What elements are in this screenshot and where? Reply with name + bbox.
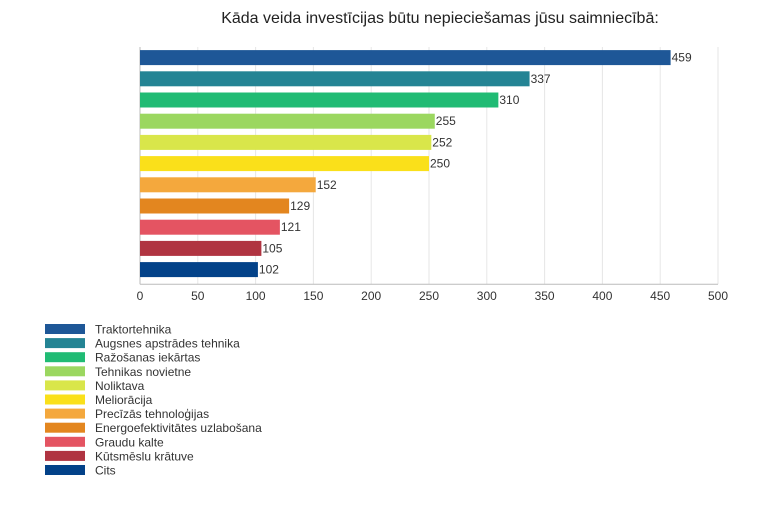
x-tick-label: 0: [137, 289, 144, 303]
value-label: 250: [430, 157, 450, 171]
value-label: 252: [432, 135, 452, 149]
value-label: 459: [672, 51, 692, 65]
bar-4: [140, 113, 435, 129]
bar-11: [140, 262, 258, 278]
bar-5: [140, 134, 432, 150]
legend-label: Tehnikas novietne: [95, 365, 191, 379]
bar-10: [140, 240, 262, 256]
legend-swatch: [45, 436, 85, 447]
value-label: 105: [262, 241, 282, 255]
x-tick-label: 500: [708, 289, 728, 303]
value-label: 152: [317, 178, 337, 192]
x-tick-label: 450: [650, 289, 670, 303]
legend-label: Noliktava: [95, 379, 145, 393]
value-labels: 459 337 310 255 252 250 152 129 121 105 102: [259, 51, 692, 277]
legend-swatch: [45, 422, 85, 433]
bar-1: [140, 50, 671, 66]
legend-swatch: [45, 380, 85, 391]
legend-swatch: [45, 324, 85, 334]
x-axis: 0 50 100 150 200 250 300 350 400 450 500: [137, 283, 728, 303]
value-label: 121: [281, 220, 301, 234]
legend-swatch: [45, 465, 85, 475]
value-label: 102: [259, 263, 279, 277]
bars: [140, 50, 671, 278]
bar-3: [140, 92, 499, 108]
legend-label: Precīzās tehnoloģijas: [95, 407, 209, 421]
x-tick-label: 150: [303, 289, 323, 303]
legend-label: Traktortehnika: [95, 323, 172, 337]
legend-label: Augsnes apstrādes tehnika: [95, 337, 240, 351]
x-tick-label: 200: [361, 289, 381, 303]
legend-swatch: [45, 338, 85, 349]
value-label: 337: [531, 72, 551, 86]
value-label: 255: [436, 114, 456, 128]
legend-swatch: [45, 352, 85, 363]
x-tick-label: 350: [535, 289, 555, 303]
bar-8: [140, 198, 290, 214]
legend-label: Ražošanas iekārtas: [95, 351, 200, 365]
chart-title: Kāda veida investīcijas būtu nepieciešam…: [221, 10, 659, 27]
bar-9: [140, 219, 280, 235]
x-tick-label: 250: [419, 289, 439, 303]
x-tick-label: 400: [592, 289, 612, 303]
value-label: 310: [499, 93, 519, 107]
x-tick-label: 100: [246, 289, 266, 303]
legend-swatch: [45, 366, 85, 377]
legend-swatch: [45, 408, 85, 419]
legend-label: Graudu kalte: [95, 435, 164, 449]
legend-label: Cits: [95, 464, 116, 478]
x-tick-label: 50: [191, 289, 205, 303]
bar-2: [140, 71, 530, 87]
value-label: 129: [290, 199, 310, 213]
bar-6: [140, 156, 429, 172]
legend-label: Kūtsmēslu krātuve: [95, 449, 194, 463]
legend-label: Energoefektivitātes uzlabošana: [95, 421, 262, 435]
legend-label: Meliorācija: [95, 393, 153, 407]
x-tick-label: 300: [477, 289, 497, 303]
bar-7: [140, 177, 316, 193]
legend-swatch: [45, 450, 85, 461]
legend-swatch: [45, 394, 85, 405]
